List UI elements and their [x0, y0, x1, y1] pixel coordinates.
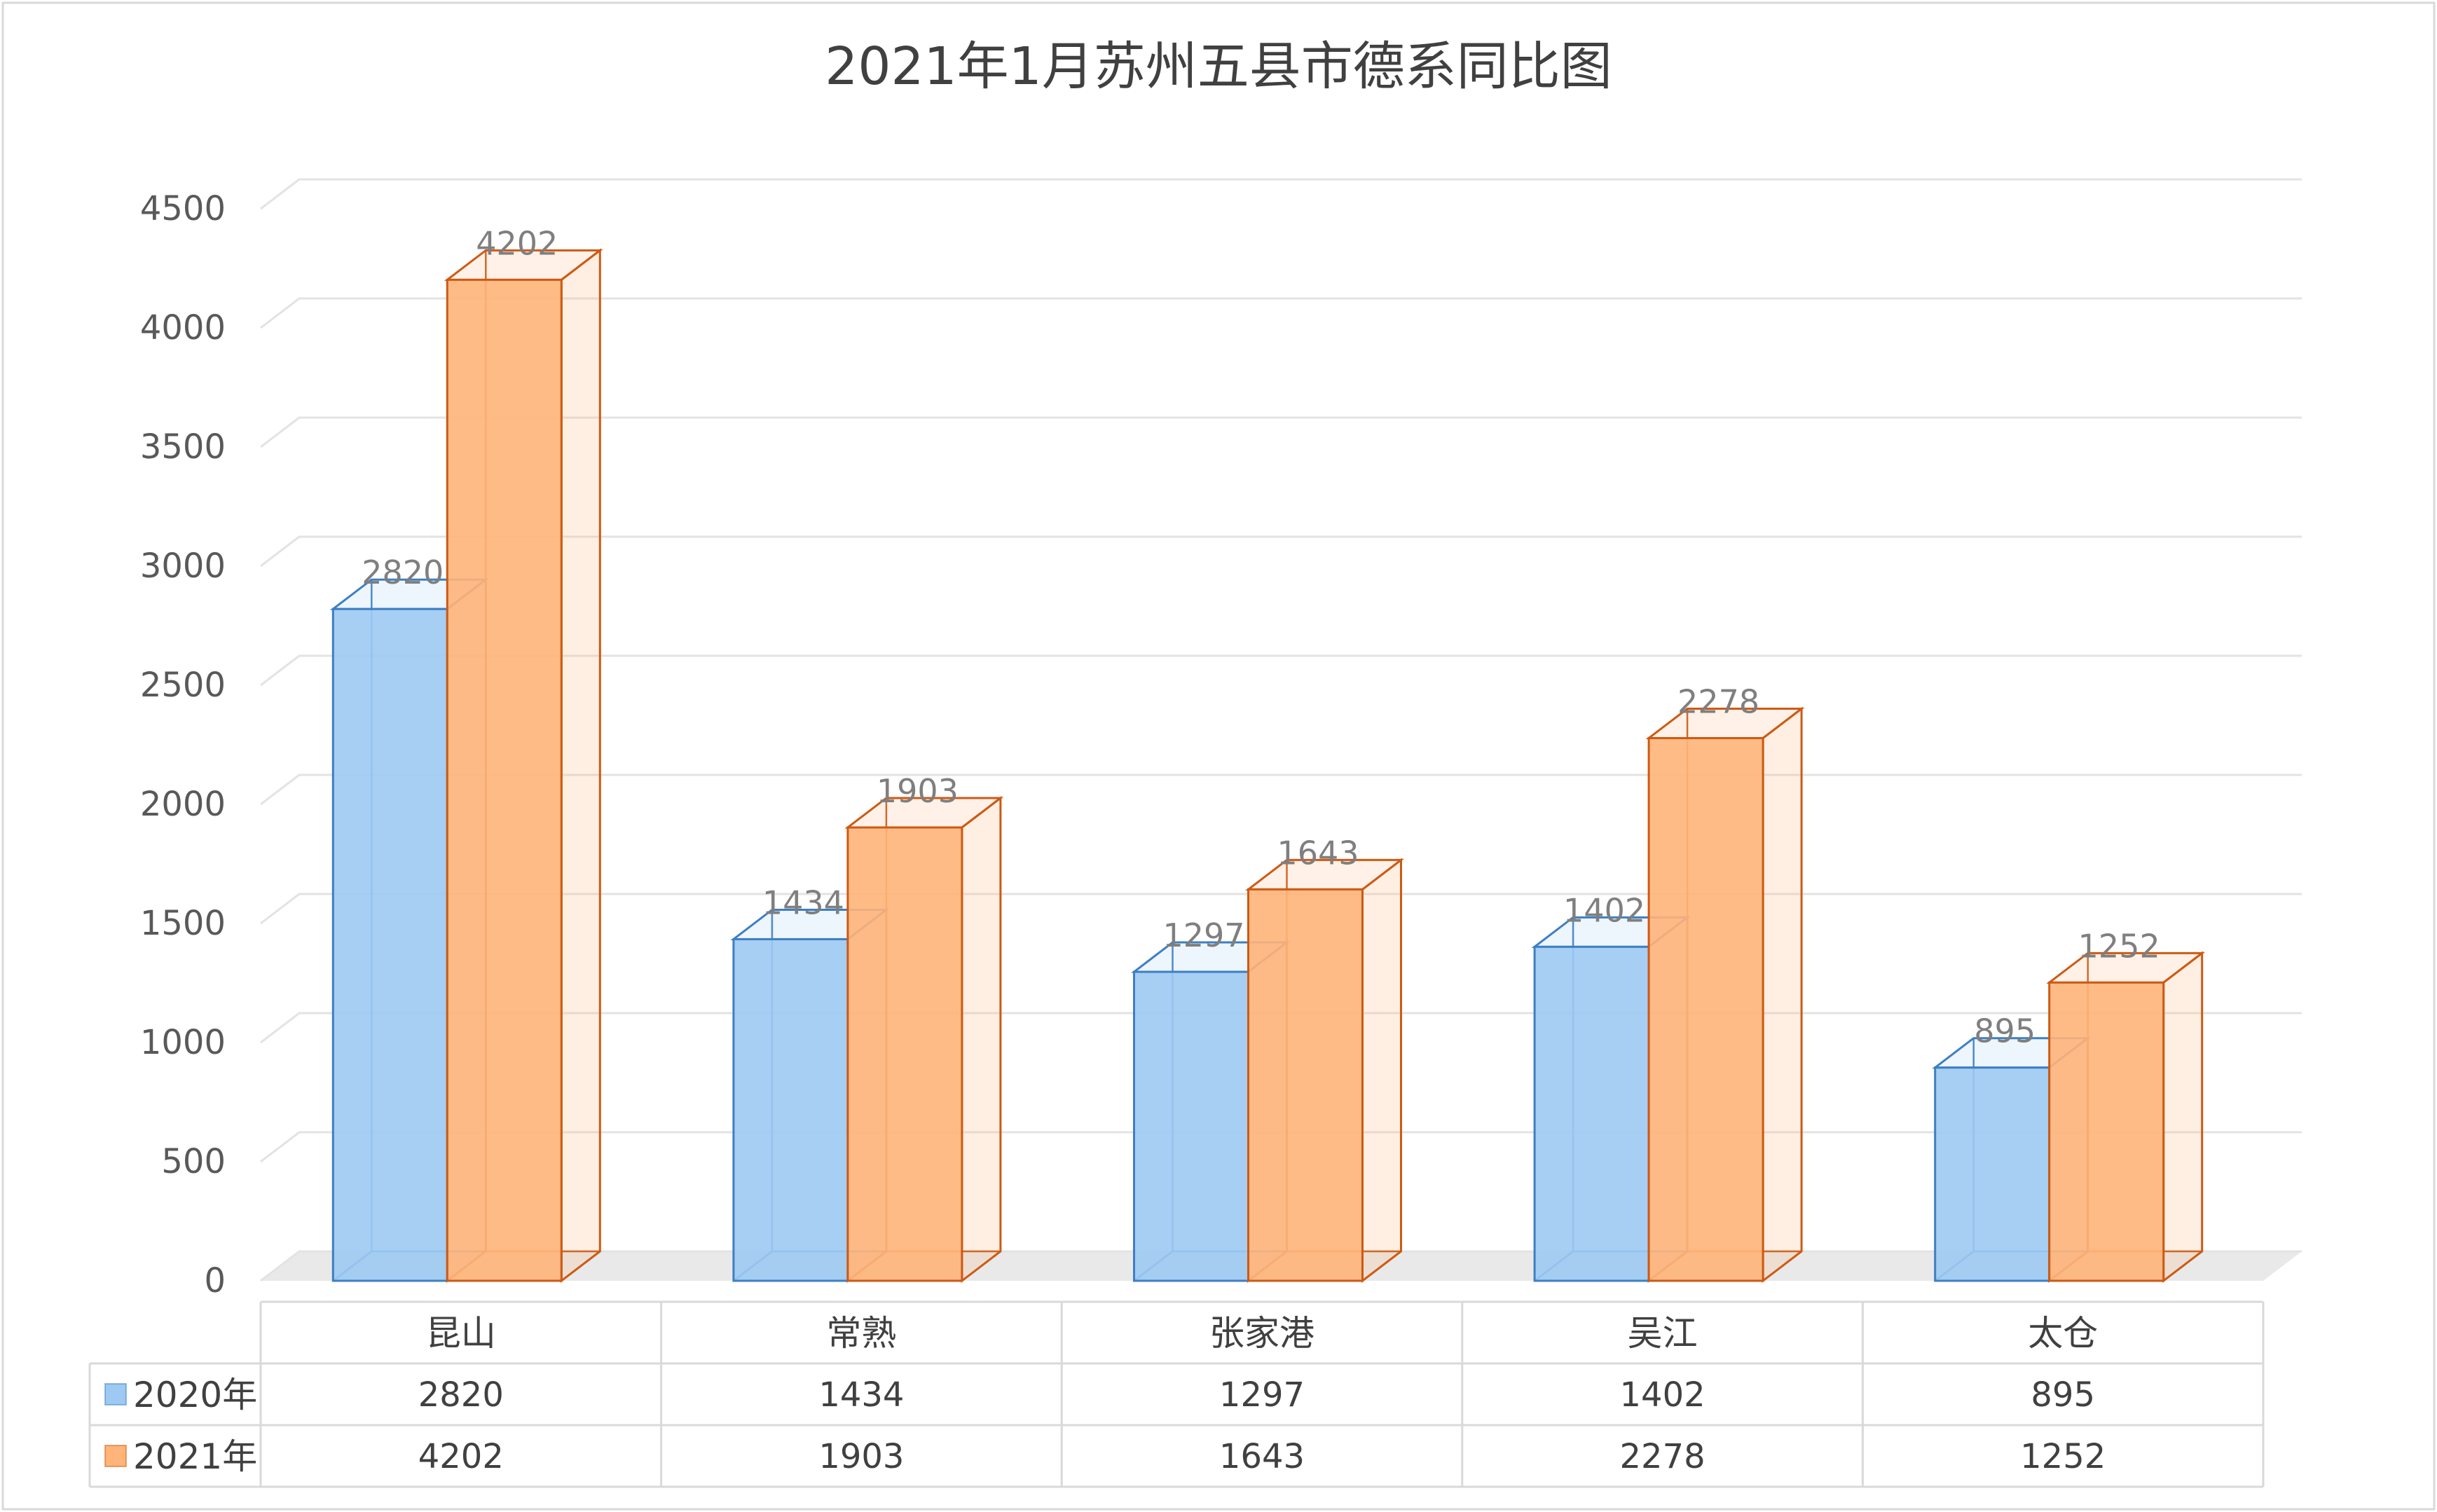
bar-front-face	[331, 607, 448, 1282]
table-category-label: 昆山	[426, 1313, 496, 1354]
bar	[1645, 706, 1805, 1284]
y-tick-label: 3500	[140, 427, 226, 467]
bar	[444, 248, 603, 1284]
table-cell-value: 2278	[1620, 1437, 1705, 1476]
bar	[1245, 858, 1404, 1284]
legend-key	[104, 1383, 127, 1406]
bar-front-face	[846, 826, 963, 1282]
y-tick-label: 1500	[140, 904, 226, 943]
bar-side-face	[2162, 951, 2204, 1284]
table-category-label: 张家港	[1209, 1313, 1314, 1354]
y-tick-label: 2000	[140, 785, 226, 824]
table-category-label: 吴江	[1628, 1313, 1698, 1354]
data-label: 1252	[2078, 927, 2160, 965]
table-cell-value: 1402	[1620, 1375, 1705, 1415]
data-label: 895	[1974, 1012, 2036, 1050]
bar	[2046, 951, 2206, 1284]
gridline	[260, 893, 2302, 925]
y-tick-label: 0	[204, 1261, 226, 1300]
bar-front-face	[1133, 970, 1249, 1282]
bar-front-face	[1647, 736, 1764, 1282]
table-cell-value: 2820	[418, 1375, 504, 1415]
chart-title: 2021年1月苏州五县市德系同比图	[825, 36, 1612, 97]
bar-front-face	[732, 937, 849, 1282]
data-label: 1434	[762, 884, 844, 921]
table-category-label: 太仓	[2028, 1313, 2098, 1354]
data-label: 1402	[1563, 891, 1645, 929]
bar	[844, 795, 1004, 1284]
table-cell-value: 1903	[818, 1437, 904, 1476]
data-label: 2278	[1677, 682, 1759, 720]
bar-side-face	[1762, 706, 1803, 1284]
table-cell-value: 1434	[818, 1375, 904, 1415]
gridlines	[260, 178, 2302, 1282]
bar-side-face	[560, 248, 601, 1284]
y-tick-label: 3000	[140, 547, 226, 586]
table-cell-value: 1643	[1219, 1437, 1305, 1476]
gridline	[260, 535, 2302, 568]
data-labels: 2820 4202 1434 1903 1297 1643 1402 2278 895 1252	[362, 224, 2160, 1050]
y-tick-label: 2500	[140, 666, 226, 705]
legend-series-name: 2020年	[133, 1375, 257, 1415]
table-cell-value: 4202	[418, 1437, 504, 1476]
data-label: 2820	[362, 554, 444, 591]
y-tick-label: 1000	[140, 1023, 226, 1062]
gridline	[260, 654, 2302, 687]
bar-front-face	[446, 278, 563, 1282]
bar-side-face	[961, 795, 1002, 1284]
data-label: 1643	[1277, 834, 1359, 872]
bars	[329, 248, 2206, 1284]
y-tick-label: 4500	[140, 189, 226, 228]
table-cell-value: 1297	[1219, 1375, 1305, 1415]
data-label: 1297	[1162, 916, 1244, 954]
gridline	[260, 297, 2302, 329]
data-table: 昆山 常熟 张家港 吴江 太仓 2020年 2820 1434 1297 1402 895 2021年…	[88, 1300, 2265, 1488]
legend-series-name: 2021年	[133, 1436, 257, 1477]
y-tick-label: 4000	[140, 308, 226, 348]
y-tick-label: 500	[161, 1142, 226, 1181]
bar-front-face	[2048, 981, 2165, 1282]
bar-side-face	[1361, 858, 1402, 1284]
table-cell-value: 895	[2031, 1375, 2095, 1415]
bar-front-face	[1247, 888, 1364, 1282]
table-cell-value: 1252	[2020, 1437, 2106, 1476]
data-label: 4202	[476, 224, 558, 262]
bar-front-face	[1934, 1066, 2051, 1282]
gridline	[260, 178, 2302, 210]
data-label: 1903	[877, 772, 959, 810]
gridline	[260, 774, 2302, 806]
y-axis: 0 500 1000 1500 2000 2500 3000 3500 4000 4500	[140, 189, 226, 1300]
table-category-label: 常熟	[826, 1313, 896, 1354]
legend-key	[104, 1445, 127, 1467]
gridline	[260, 416, 2302, 448]
bar-front-face	[1533, 945, 1650, 1282]
